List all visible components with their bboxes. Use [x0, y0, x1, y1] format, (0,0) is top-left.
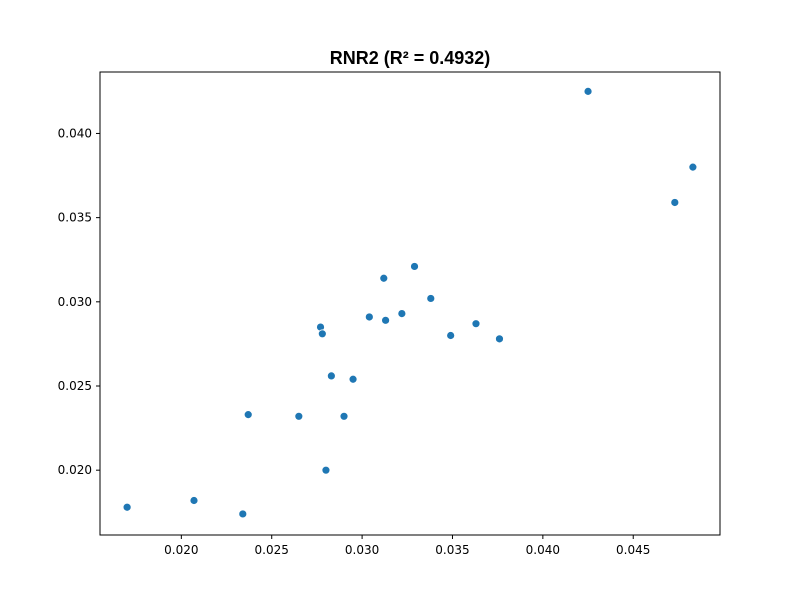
- x-tick-label: 0.045: [616, 543, 650, 557]
- y-tick-label: 0.020: [58, 463, 92, 477]
- scatter-point: [122, 502, 132, 512]
- scatter-point: [426, 294, 436, 303]
- scatter-point: [243, 410, 253, 420]
- scatter-point: [670, 198, 680, 207]
- x-tick-label: 0.020: [164, 543, 198, 557]
- y-tick-label: 0.030: [58, 295, 92, 309]
- scatter-point: [379, 273, 389, 283]
- y-tick-label: 0.040: [58, 126, 92, 140]
- x-axis: 0.020 0.025 0.030 0.035 0.040 0.045: [164, 535, 650, 557]
- x-tick-label: 0.035: [435, 543, 469, 557]
- scatter-point: [688, 162, 698, 172]
- x-tick-label: 0.030: [345, 543, 379, 557]
- scatter-point: [471, 319, 481, 329]
- chart-title: RNR2 (R² = 0.4932): [330, 48, 491, 68]
- y-tick-label: 0.035: [58, 211, 92, 225]
- scatter-point: [583, 86, 593, 96]
- scatter-point: [397, 309, 407, 319]
- scatter-point: [410, 262, 419, 271]
- plot-frame: [99, 71, 721, 536]
- scatter-point: [317, 329, 327, 339]
- scatter-point: [339, 411, 349, 421]
- scatter-point: [495, 334, 504, 344]
- y-tick-label: 0.025: [58, 379, 92, 393]
- points-layer: [122, 86, 698, 519]
- scatter-point: [238, 509, 248, 519]
- scatter-point: [364, 312, 374, 322]
- x-tick-label: 0.040: [526, 543, 560, 557]
- scatter-point: [321, 465, 331, 475]
- scatter-point: [294, 411, 304, 421]
- scatter-point: [326, 371, 336, 381]
- scatter-point: [348, 374, 358, 384]
- scatter-point: [446, 331, 456, 340]
- scatter-point: [189, 496, 199, 505]
- scatter-point: [381, 315, 390, 325]
- y-axis: 0.020 0.025 0.030 0.035 0.040: [58, 126, 100, 477]
- x-tick-label: 0.025: [255, 543, 289, 557]
